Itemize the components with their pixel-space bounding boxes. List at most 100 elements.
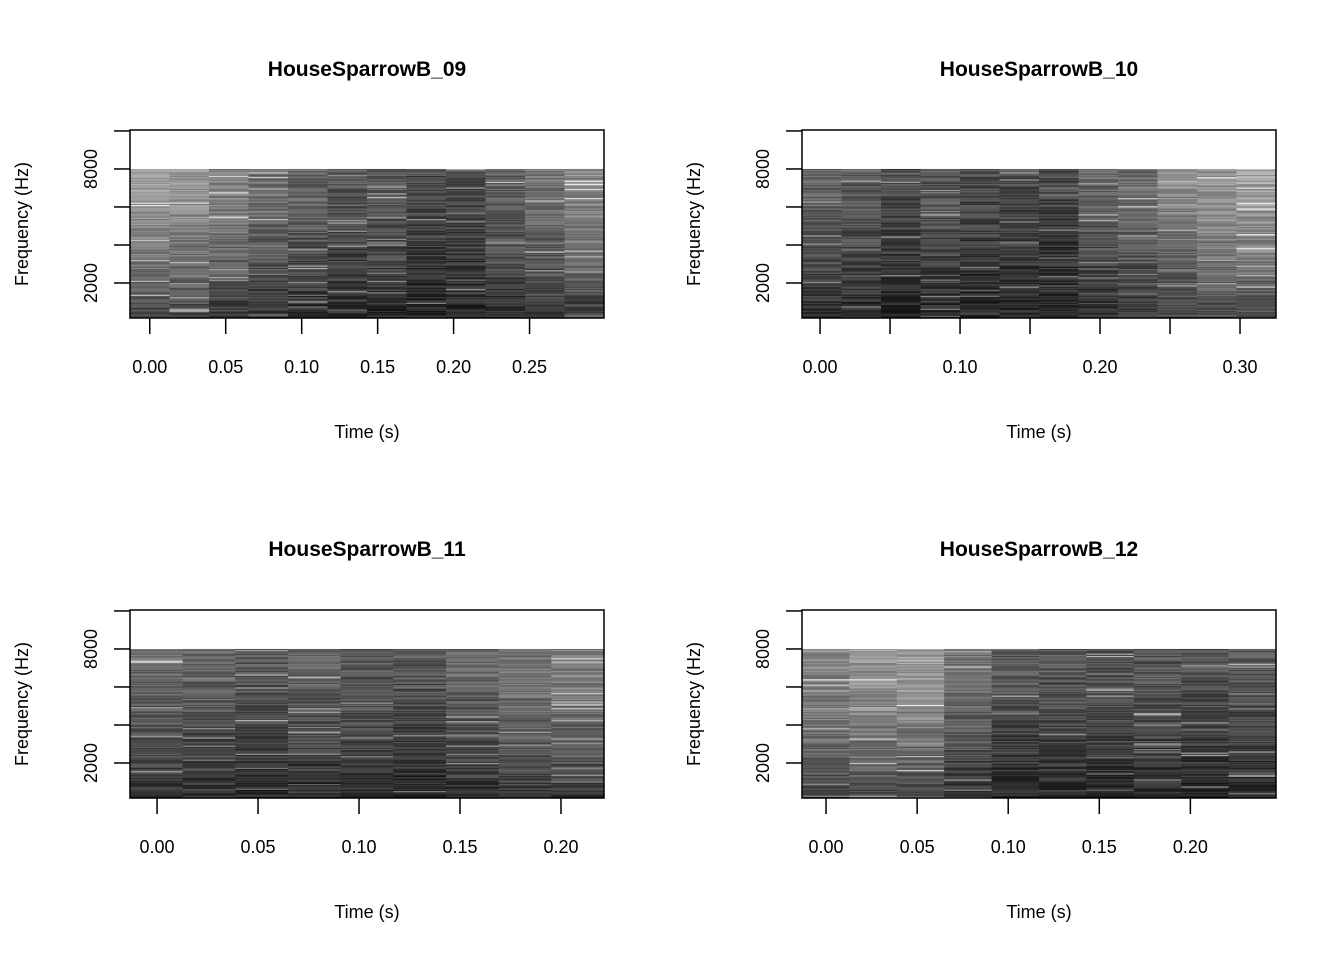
spectrogram-cell — [960, 308, 1001, 311]
spectrogram-cell — [1039, 228, 1080, 230]
spectrogram-cell — [944, 744, 993, 746]
spectrogram-cell — [169, 233, 210, 235]
spectrogram-cell — [446, 787, 500, 789]
spectrogram-cell — [1197, 279, 1238, 282]
spectrogram-cell — [1039, 252, 1080, 255]
spectrogram-cell — [485, 248, 526, 250]
spectrogram-cell — [169, 174, 210, 177]
spectrogram-cell — [327, 236, 368, 238]
spectrogram-cell — [1039, 284, 1080, 286]
spectrogram-cell — [498, 765, 552, 767]
spectrogram-cell — [367, 283, 408, 285]
spectrogram-cell — [235, 694, 289, 696]
spectrogram-cell — [999, 210, 1040, 213]
spectrogram-cell — [802, 171, 843, 173]
spectrogram-cell — [944, 719, 993, 722]
spectrogram-cell — [235, 713, 289, 715]
spectrogram-cell — [340, 735, 394, 737]
spectrogram-cell — [288, 689, 342, 692]
spectrogram-cell — [485, 313, 526, 315]
spectrogram-cell — [1157, 305, 1198, 307]
spectrogram-cell — [802, 250, 843, 252]
spectrogram-cell — [881, 173, 922, 176]
spectrogram-cell — [1236, 252, 1276, 255]
spectrogram-cell — [235, 725, 289, 728]
spectrogram-cell — [896, 676, 945, 679]
spectrogram-cell — [896, 737, 945, 739]
spectrogram-cell — [881, 260, 922, 263]
spectrogram-cell — [1078, 182, 1119, 185]
spectrogram-cell — [446, 187, 487, 190]
spectrogram-cell — [849, 732, 898, 735]
spectrogram-cell — [1039, 253, 1080, 256]
spectrogram-cell — [406, 223, 447, 226]
spectrogram-cell — [288, 260, 329, 263]
spectrogram-cell — [288, 678, 342, 680]
spectrogram-cell — [169, 203, 210, 206]
spectrogram-cell — [802, 199, 843, 201]
spectrogram-cell — [248, 195, 289, 198]
spectrogram-cell — [446, 201, 487, 204]
spectrogram-cell — [1039, 308, 1080, 311]
spectrogram-cell — [525, 215, 566, 217]
spectrogram-cell — [288, 264, 329, 266]
spectrogram-cell — [1118, 267, 1159, 270]
spectrogram-cell — [881, 201, 922, 204]
spectrogram-cell — [960, 301, 1001, 304]
spectrogram-cell — [288, 258, 329, 261]
spectrogram-cell — [182, 760, 236, 763]
spectrogram-cell — [802, 193, 843, 195]
spectrogram-cell — [1197, 200, 1238, 202]
spectrogram-cell — [1078, 181, 1119, 184]
spectrogram-cell — [209, 193, 250, 195]
spectrogram-cell — [1078, 224, 1119, 227]
spectrogram-cell — [849, 743, 898, 745]
spectrogram-cell — [920, 226, 961, 228]
spectrogram-cell — [235, 733, 289, 736]
spectrogram-cell — [849, 751, 898, 753]
spectrogram-cell — [367, 313, 408, 315]
spectrogram-cell — [209, 170, 250, 172]
spectrogram-cell — [802, 188, 843, 191]
spectrogram-cell — [169, 279, 210, 282]
spectrogram-cell — [802, 744, 850, 746]
spectrogram-cell — [1039, 669, 1087, 672]
spectrogram-cell — [1197, 257, 1238, 259]
spectrogram-cell — [960, 170, 1001, 172]
spectrogram-cell — [920, 215, 961, 217]
spectrogram-cell — [920, 300, 961, 302]
spectrogram-cell — [340, 763, 394, 765]
spectrogram-cell — [367, 222, 408, 224]
spectrogram-cell — [446, 304, 487, 306]
spectrogram-cell — [235, 682, 289, 685]
spectrogram-cell — [367, 191, 408, 193]
spectrogram-cell — [1197, 245, 1238, 248]
spectrogram-cell — [130, 784, 184, 786]
spectrogram-cell — [551, 697, 604, 700]
spectrogram-cell — [525, 249, 566, 251]
spectrogram-cell — [1039, 249, 1080, 251]
spectrogram-cell — [1157, 314, 1198, 316]
spectrogram-cell — [209, 206, 250, 208]
spectrogram-cell — [1157, 251, 1198, 254]
spectrogram-cell — [169, 283, 210, 285]
spectrogram-cell — [849, 707, 898, 709]
spectrogram-cell — [446, 689, 500, 692]
spectrogram-cell — [393, 669, 447, 672]
spectrogram-cell — [446, 695, 500, 697]
spectrogram-cell — [881, 212, 922, 214]
spectrogram-cell — [564, 222, 604, 224]
spectrogram-cell — [498, 701, 552, 703]
spectrogram-cell — [1039, 288, 1080, 291]
spectrogram-cell — [1236, 308, 1276, 311]
spectrogram-cell — [802, 271, 843, 273]
spectrogram-cell — [881, 256, 922, 258]
spectrogram-cell — [1039, 195, 1080, 198]
spectrogram-cell — [446, 708, 500, 710]
spectrogram-cell — [1039, 659, 1087, 661]
spectrogram-cell — [944, 692, 993, 694]
spectrogram-cell — [944, 662, 993, 665]
spectrogram-cell — [525, 307, 566, 309]
spectrogram-cell — [849, 711, 898, 714]
spectrogram-cell — [182, 730, 236, 732]
